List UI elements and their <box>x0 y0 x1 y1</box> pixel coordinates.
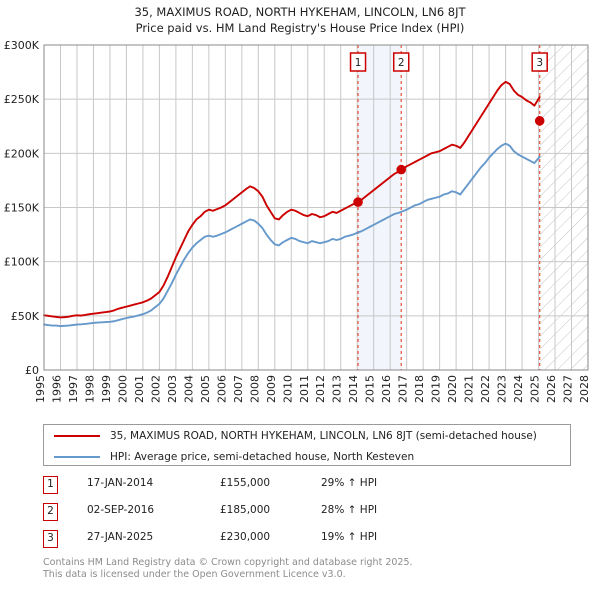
svg-text:1999: 1999 <box>100 375 113 403</box>
svg-text:£150K: £150K <box>4 202 40 215</box>
chart-plot-area: £0 £50K £100K £150K £200K £250K £300K 1995 1996… <box>0 36 600 416</box>
transaction-hpi-delta-1: 29% ↑ HPI <box>321 477 378 489</box>
legend-item-hpi: HPI: Average price, semi-detached house,… <box>44 446 570 467</box>
transaction-date-3: 27-JAN-2025 <box>87 531 154 543</box>
transaction-badge-3: 3 <box>43 530 58 548</box>
footer-copyright: Contains HM Land Registry data © Crown c… <box>43 557 413 568</box>
transaction-price-1: £155,000 <box>220 477 271 489</box>
x-axis-tick-labels: 1995 1996 1997 1998 1999 2000 2001 2002 2003 2004… <box>34 375 591 403</box>
svg-text:2015: 2015 <box>364 375 377 403</box>
legend-label-property: 35, MAXIMUS ROAD, NORTH HYKEHAM, LINCOLN… <box>110 429 537 442</box>
footer-attribution: Contains HM Land Registry data © Crown c… <box>43 557 583 581</box>
chart-legend: 35, MAXIMUS ROAD, NORTH HYKEHAM, LINCOLN… <box>43 424 571 466</box>
svg-text:2022: 2022 <box>479 375 492 403</box>
title-address: 35, MAXIMUS ROAD, NORTH HYKEHAM, LINCOLN… <box>134 5 466 19</box>
transaction-date-2: 02-SEP-2016 <box>87 504 155 516</box>
y-axis-tick-labels: £0 £50K £100K £150K £200K £250K £300K <box>4 39 40 377</box>
page-title: 35, MAXIMUS ROAD, NORTH HYKEHAM, LINCOLN… <box>0 4 600 36</box>
transaction-hpi-delta-2: 28% ↑ HPI <box>321 504 378 516</box>
svg-text:2010: 2010 <box>281 375 294 403</box>
svg-text:1996: 1996 <box>50 375 63 403</box>
table-row: 3 27-JAN-2025 £230,000 19% ↑ HPI <box>43 528 571 555</box>
legend-swatch-hpi <box>54 455 100 458</box>
svg-text:£200K: £200K <box>4 147 40 160</box>
svg-text:£100K: £100K <box>4 256 40 269</box>
svg-text:2019: 2019 <box>430 375 443 403</box>
svg-text:2004: 2004 <box>182 375 195 403</box>
svg-text:3: 3 <box>536 57 543 69</box>
gridlines <box>43 44 589 371</box>
svg-text:2009: 2009 <box>265 375 278 403</box>
svg-text:2001: 2001 <box>133 375 146 403</box>
event-marker-lines <box>357 45 541 370</box>
transaction-badge-2: 2 <box>43 503 58 521</box>
svg-text:£300K: £300K <box>4 39 40 52</box>
svg-text:2024: 2024 <box>512 375 525 403</box>
transaction-table: 1 17-JAN-2014 £155,000 29% ↑ HPI 2 02-SE… <box>43 474 571 555</box>
svg-text:1998: 1998 <box>83 375 96 403</box>
svg-text:2028: 2028 <box>578 375 591 403</box>
svg-text:2005: 2005 <box>199 375 212 403</box>
footer-licence: This data is licensed under the Open Gov… <box>43 569 346 580</box>
svg-text:2002: 2002 <box>149 375 162 403</box>
transaction-price-3: £230,000 <box>220 531 271 543</box>
transaction-date-1: 17-JAN-2014 <box>87 477 154 489</box>
svg-text:2027: 2027 <box>562 375 575 403</box>
transaction-price-2: £185,000 <box>220 504 271 516</box>
price-history-line-chart: £0 £50K £100K £150K £200K £250K £300K 1995 1996… <box>4 39 591 403</box>
svg-text:2007: 2007 <box>232 375 245 403</box>
transaction-point-markers <box>353 116 545 207</box>
svg-text:1995: 1995 <box>34 375 47 403</box>
svg-text:2012: 2012 <box>314 375 327 403</box>
transaction-badge-1: 1 <box>43 476 58 494</box>
table-row: 1 17-JAN-2014 £155,000 29% ↑ HPI <box>43 474 571 501</box>
data-series-lines <box>43 80 541 328</box>
transaction-hpi-delta-3: 19% ↑ HPI <box>321 531 378 543</box>
table-row: 2 02-SEP-2016 £185,000 28% ↑ HPI <box>43 501 571 528</box>
svg-text:2021: 2021 <box>463 375 476 403</box>
svg-text:2018: 2018 <box>413 375 426 403</box>
event-marker-badges: 1 2 3 <box>349 52 548 72</box>
svg-text:£0: £0 <box>25 364 39 377</box>
legend-item-property: 35, MAXIMUS ROAD, NORTH HYKEHAM, LINCOLN… <box>44 425 570 446</box>
legend-label-hpi: HPI: Average price, semi-detached house,… <box>110 450 415 463</box>
svg-text:2006: 2006 <box>215 375 228 403</box>
plot-frame <box>43 44 589 371</box>
svg-text:£50K: £50K <box>11 310 40 323</box>
svg-text:1: 1 <box>355 57 362 69</box>
title-subtitle: Price paid vs. HM Land Registry's House … <box>135 21 465 35</box>
svg-text:2011: 2011 <box>298 375 311 403</box>
svg-text:2003: 2003 <box>166 375 179 403</box>
legend-swatch-property <box>54 434 100 437</box>
svg-text:2008: 2008 <box>248 375 261 403</box>
svg-text:2: 2 <box>398 57 405 69</box>
svg-text:2020: 2020 <box>446 375 459 403</box>
svg-text:2025: 2025 <box>529 375 542 403</box>
svg-text:2017: 2017 <box>397 375 410 403</box>
svg-text:1997: 1997 <box>67 375 80 403</box>
svg-text:2014: 2014 <box>347 375 360 403</box>
svg-text:2013: 2013 <box>331 375 344 403</box>
svg-text:2000: 2000 <box>116 375 129 403</box>
svg-text:2023: 2023 <box>496 375 509 403</box>
svg-text:£250K: £250K <box>4 93 40 106</box>
svg-text:2016: 2016 <box>380 375 393 403</box>
svg-text:2026: 2026 <box>545 375 558 403</box>
